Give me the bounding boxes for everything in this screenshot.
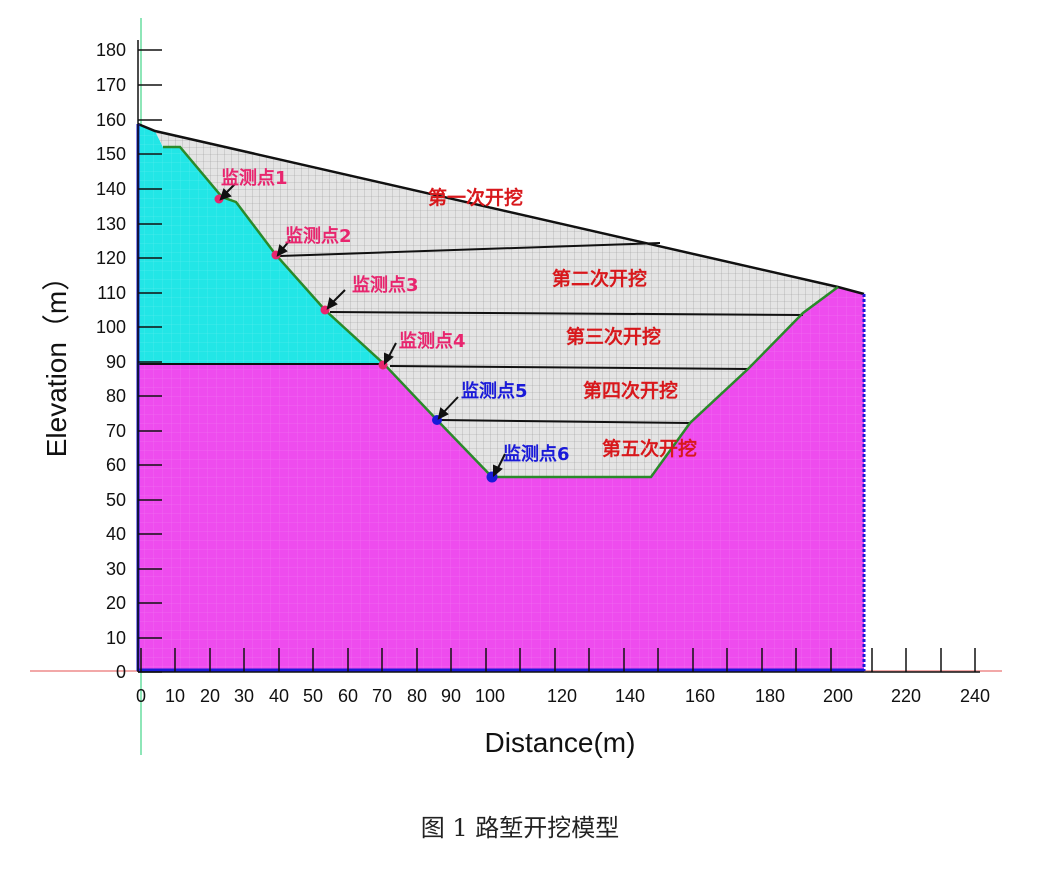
stage-3-label: 第三次开挖 <box>566 325 661 348</box>
excavation-zone <box>155 131 838 477</box>
monitoring-point-4-label: 监测点4 <box>399 330 466 352</box>
x-tick-label: 30 <box>234 686 254 706</box>
y-tick-label: 50 <box>106 490 126 510</box>
y-tick-labels: 180 170 160 150 140 130 120 110 100 90 8… <box>96 40 126 682</box>
x-tick-label: 200 <box>823 686 853 706</box>
x-tick-label: 10 <box>165 686 185 706</box>
y-axis <box>137 40 162 673</box>
x-tick-label: 70 <box>372 686 392 706</box>
x-tick-label: 0 <box>136 686 146 706</box>
y-tick-label: 90 <box>106 352 126 372</box>
stage-1-label: 第一次开挖 <box>428 186 523 209</box>
x-tick-label: 100 <box>475 686 505 706</box>
x-tick-label: 20 <box>200 686 220 706</box>
y-tick-label: 20 <box>106 593 126 613</box>
y-tick-label: 0 <box>116 662 126 682</box>
monitoring-point-1-label: 监测点1 <box>221 167 288 189</box>
figure-caption: 图 1 路堑开挖模型 <box>420 814 620 842</box>
monitoring-point-3-label: 监测点3 <box>352 274 419 296</box>
y-tick-label: 130 <box>96 214 126 234</box>
y-tick-label: 150 <box>96 144 126 164</box>
monitoring-point-6-label: 监测点6 <box>503 443 570 465</box>
y-tick-label: 40 <box>106 524 126 544</box>
y-tick-label: 60 <box>106 455 126 475</box>
y-tick-label: 80 <box>106 386 126 406</box>
y-tick-label: 120 <box>96 248 126 268</box>
monitoring-point-2-label: 监测点2 <box>285 225 352 247</box>
monitoring-point-5-label: 监测点5 <box>461 380 528 402</box>
y-tick-label: 160 <box>96 110 126 130</box>
monitoring-arrows <box>219 182 506 478</box>
x-tick-label: 180 <box>755 686 785 706</box>
x-tick-label: 240 <box>960 686 990 706</box>
y-tick-label: 10 <box>106 628 126 648</box>
x-tick-label: 120 <box>547 686 577 706</box>
slope-excavation-figure: 180 170 160 150 140 130 120 110 100 90 8… <box>30 18 1002 758</box>
stage-5-label: 第五次开挖 <box>602 437 697 460</box>
ground-surface <box>137 122 865 296</box>
lower-soil-layer <box>138 287 864 671</box>
y-tick-label: 140 <box>96 179 126 199</box>
y-tick-label: 100 <box>96 317 126 337</box>
y-tick-label: 170 <box>96 75 126 95</box>
x-tick-label: 50 <box>303 686 323 706</box>
upper-soil-layer <box>138 124 384 364</box>
x-tick-label: 90 <box>441 686 461 706</box>
stage-boundaries <box>279 242 804 424</box>
stage-2-label: 第二次开挖 <box>552 267 647 290</box>
stage-4-label: 第四次开挖 <box>583 379 678 402</box>
x-axis <box>138 648 980 673</box>
y-tick-label: 110 <box>97 283 126 303</box>
y-tick-label: 70 <box>106 421 126 441</box>
x-tick-label: 80 <box>407 686 427 706</box>
y-tick-label: 30 <box>106 559 126 579</box>
y-tick-label: 180 <box>96 40 126 60</box>
y-axis-title: Elevation（m） <box>41 263 72 458</box>
x-tick-label: 60 <box>338 686 358 706</box>
x-tick-label: 140 <box>615 686 645 706</box>
x-tick-label: 220 <box>891 686 921 706</box>
x-axis-title: Distance(m) <box>485 727 636 758</box>
x-tick-labels: 0 10 20 30 40 50 60 70 80 90 100 120 140… <box>136 686 990 706</box>
x-tick-label: 160 <box>685 686 715 706</box>
x-tick-label: 40 <box>269 686 289 706</box>
